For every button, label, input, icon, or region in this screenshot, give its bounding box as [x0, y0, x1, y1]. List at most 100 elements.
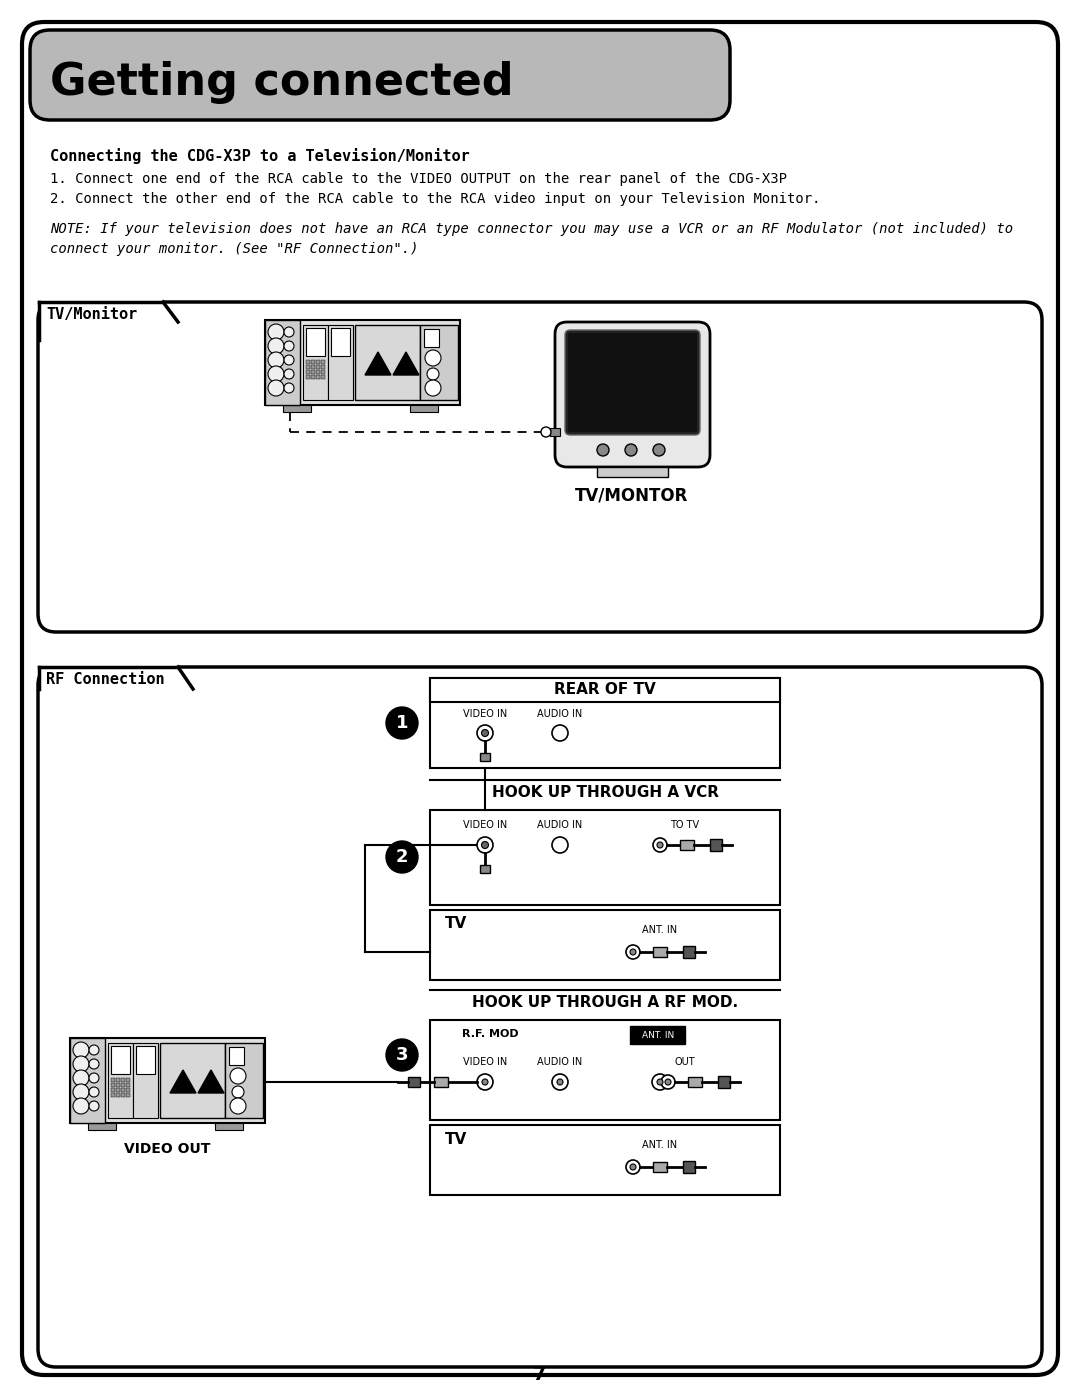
Bar [355, 326, 420, 400]
Bar [321, 360, 325, 365]
Circle shape [284, 383, 294, 393]
Bar [215, 1123, 243, 1130]
Text: VIDEO IN: VIDEO IN [463, 710, 508, 719]
Text: REAR OF TV: REAR OF TV [554, 683, 656, 697]
Text: TV: TV [445, 916, 468, 932]
Bar [111, 1088, 114, 1092]
Circle shape [268, 380, 284, 395]
Circle shape [268, 324, 284, 339]
Bar [316, 360, 320, 365]
Text: ANT. IN: ANT. IN [643, 925, 677, 935]
Bar [653, 947, 667, 957]
Bar [111, 1046, 130, 1074]
Circle shape [482, 841, 488, 848]
Text: 7: 7 [534, 1365, 546, 1384]
Bar [330, 328, 350, 356]
Text: Getting connected: Getting connected [50, 60, 514, 103]
Bar [630, 1025, 685, 1044]
Bar [311, 374, 315, 379]
Bar [653, 1162, 667, 1172]
Bar [116, 1088, 120, 1092]
Bar [430, 909, 780, 981]
Circle shape [386, 841, 418, 873]
Text: VIDEO IN: VIDEO IN [463, 1058, 508, 1067]
Bar [321, 370, 325, 374]
Circle shape [626, 1160, 640, 1173]
FancyBboxPatch shape [555, 321, 710, 467]
Circle shape [626, 944, 640, 958]
Circle shape [230, 1067, 246, 1084]
Circle shape [541, 427, 551, 437]
FancyBboxPatch shape [30, 29, 730, 120]
Text: TV/MONTOR: TV/MONTOR [576, 488, 689, 504]
Circle shape [268, 352, 284, 367]
Circle shape [73, 1042, 89, 1058]
Bar [710, 840, 723, 851]
Bar [680, 840, 694, 849]
Text: OUT: OUT [675, 1058, 696, 1067]
Bar [116, 1092, 120, 1097]
Circle shape [284, 327, 294, 337]
Bar [430, 678, 780, 768]
Text: Connecting the CDG-X3P to a Television/Monitor: Connecting the CDG-X3P to a Television/M… [50, 148, 470, 163]
Text: ANT. IN: ANT. IN [643, 1140, 677, 1150]
Bar [121, 1088, 125, 1092]
Bar [410, 405, 438, 412]
Circle shape [89, 1073, 99, 1083]
Bar [311, 370, 315, 374]
Circle shape [657, 842, 663, 848]
Bar [70, 1038, 265, 1123]
Circle shape [477, 725, 492, 740]
Bar [430, 1020, 780, 1120]
Text: VIDEO OUT: VIDEO OUT [124, 1141, 211, 1155]
Text: 3: 3 [395, 1046, 408, 1065]
Bar [136, 1046, 156, 1074]
Circle shape [426, 351, 441, 366]
Bar [316, 374, 320, 379]
Circle shape [625, 444, 637, 455]
Bar [265, 320, 300, 405]
Circle shape [73, 1098, 89, 1113]
Circle shape [89, 1059, 99, 1069]
Bar [121, 1092, 125, 1097]
Text: NOTE: If your television does not have an RCA type connector you may use a VCR o: NOTE: If your television does not have a… [50, 222, 1013, 256]
Circle shape [477, 837, 492, 854]
Bar [311, 365, 315, 369]
Polygon shape [170, 1070, 195, 1092]
Text: AUDIO IN: AUDIO IN [538, 1058, 582, 1067]
Text: RF Connection: RF Connection [46, 672, 164, 686]
Circle shape [284, 355, 294, 365]
Circle shape [597, 444, 609, 455]
Bar [225, 1044, 264, 1118]
Circle shape [73, 1070, 89, 1085]
Circle shape [284, 369, 294, 379]
Bar [306, 370, 310, 374]
Circle shape [552, 725, 568, 740]
Circle shape [557, 1078, 563, 1085]
Circle shape [232, 1085, 244, 1098]
Circle shape [665, 1078, 671, 1085]
Bar [321, 374, 325, 379]
Bar [408, 1077, 420, 1087]
Bar [39, 665, 179, 690]
Bar [316, 365, 320, 369]
Circle shape [482, 1078, 488, 1085]
Circle shape [386, 1039, 418, 1071]
Bar [160, 1044, 225, 1118]
Text: 1. Connect one end of the RCA cable to the VIDEO OUTPUT on the rear panel of the: 1. Connect one end of the RCA cable to t… [50, 172, 787, 186]
Bar [87, 1123, 116, 1130]
Bar [688, 1077, 702, 1087]
Circle shape [386, 707, 418, 739]
Bar [316, 370, 320, 374]
Bar [283, 405, 311, 412]
Text: 2: 2 [395, 848, 408, 866]
Text: TV: TV [445, 1132, 468, 1147]
Bar [111, 1092, 114, 1097]
Text: R.F. MOD: R.F. MOD [461, 1030, 518, 1039]
Bar [480, 753, 490, 761]
Circle shape [73, 1084, 89, 1099]
FancyBboxPatch shape [22, 22, 1058, 1375]
Circle shape [653, 838, 667, 852]
Circle shape [482, 729, 488, 736]
Circle shape [477, 1074, 492, 1090]
